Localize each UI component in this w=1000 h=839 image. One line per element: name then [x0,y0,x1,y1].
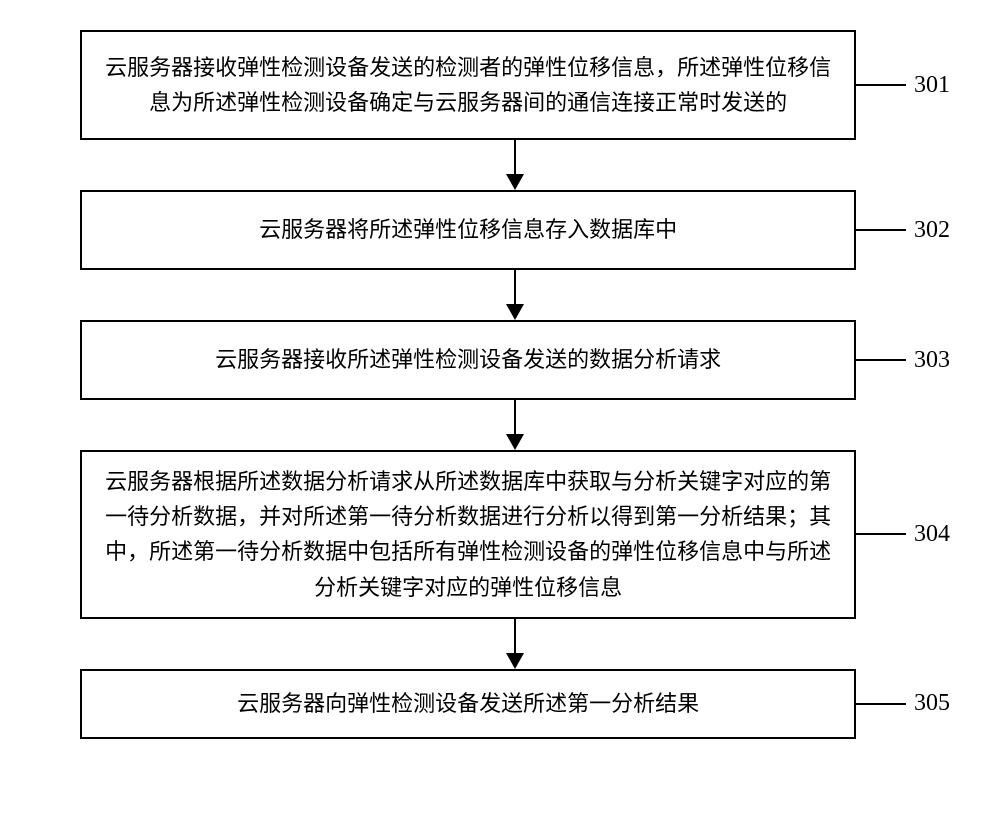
step-wrapper-1: 云服务器接收弹性检测设备发送的检测者的弹性位移信息，所述弹性位移信息为所述弹性检… [50,30,950,140]
step-box-3: 云服务器接收所述弹性检测设备发送的数据分析请求 [80,320,856,400]
step-wrapper-3: 云服务器接收所述弹性检测设备发送的数据分析请求 303 [50,320,950,400]
step-label-5: 305 [914,690,950,717]
step-wrapper-4: 云服务器根据所述数据分析请求从所述数据库中获取与分析关键字对应的第一待分析数据，… [50,450,950,619]
flowchart-container: 云服务器接收弹性检测设备发送的检测者的弹性位移信息，所述弹性位移信息为所述弹性检… [50,30,950,739]
step-text-1: 云服务器接收弹性检测设备发送的检测者的弹性位移信息，所述弹性位移信息为所述弹性检… [102,50,834,120]
step-box-4: 云服务器根据所述数据分析请求从所述数据库中获取与分析关键字对应的第一待分析数据，… [80,450,856,619]
arrow-3 [125,400,905,450]
step-label-3: 303 [914,347,950,374]
step-label-2: 302 [914,217,950,244]
step-wrapper-5: 云服务器向弹性检测设备发送所述第一分析结果 305 [50,669,950,739]
arrow-2 [125,270,905,320]
step-text-5: 云服务器向弹性检测设备发送所述第一分析结果 [237,686,699,721]
step-text-4: 云服务器根据所述数据分析请求从所述数据库中获取与分析关键字对应的第一待分析数据，… [102,464,834,605]
step-wrapper-2: 云服务器将所述弹性位移信息存入数据库中 302 [50,190,950,270]
arrow-1 [125,140,905,190]
step-text-3: 云服务器接收所述弹性检测设备发送的数据分析请求 [215,342,721,377]
arrow-4 [125,619,905,669]
label-connector-5 [856,703,906,705]
step-label-1: 301 [914,72,950,99]
label-connector-4 [856,533,906,535]
label-connector-1 [856,84,906,86]
label-connector-2 [856,229,906,231]
step-label-4: 304 [914,521,950,548]
label-connector-3 [856,359,906,361]
step-box-2: 云服务器将所述弹性位移信息存入数据库中 [80,190,856,270]
step-box-5: 云服务器向弹性检测设备发送所述第一分析结果 [80,669,856,739]
step-text-2: 云服务器将所述弹性位移信息存入数据库中 [259,212,677,247]
step-box-1: 云服务器接收弹性检测设备发送的检测者的弹性位移信息，所述弹性位移信息为所述弹性检… [80,30,856,140]
